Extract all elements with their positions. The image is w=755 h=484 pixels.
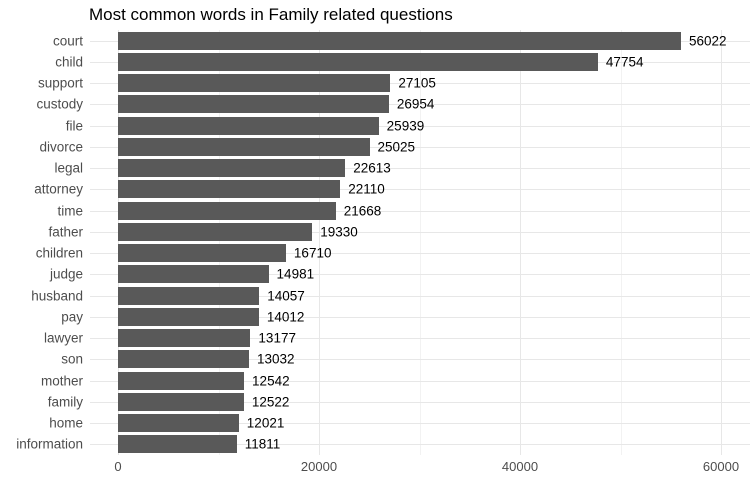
category-label-file: file [65,118,83,134]
gridline-y-pay [90,316,750,318]
value-label-judge: 14981 [276,266,315,282]
category-label-support: support [37,75,83,91]
gridline-y-divorce [90,146,750,148]
bar-home [118,414,239,433]
gridline-minor-x-30000 [419,30,421,455]
bar-family [118,392,244,411]
value-label-file: 25939 [386,118,425,134]
gridline-y-custody [90,104,750,106]
gridline-minor-x-10000 [218,30,220,455]
category-label-lawyer: lawyer [43,330,83,346]
category-label-judge: judge [49,266,83,282]
category-label-time: time [57,203,83,219]
bar-children [118,244,286,263]
gridline-y-father [90,231,750,233]
value-label-lawyer: 13177 [258,330,296,346]
bar-husband [118,286,260,305]
value-label-son: 13032 [256,351,295,367]
gridline-y-son [90,359,750,361]
gridline-y-home [90,423,750,425]
bar-pay [118,307,259,326]
value-label-legal: 22613 [353,160,391,176]
gridline-major-x-0 [118,30,119,455]
gridline-y-attorney [90,189,750,191]
bar-child [118,52,598,71]
value-label-divorce: 25025 [377,139,416,155]
category-label-mother: mother [40,373,83,389]
category-label-family: family [47,394,83,410]
category-label-legal: legal [54,160,83,176]
category-label-information: information [16,436,83,452]
category-label-custody: custody [36,96,83,112]
plot-panel: 56022 47754 27105 26954 25939 25025 22613 22110… [90,30,750,455]
category-label-attorney: attorney [34,181,83,197]
gridline-major-x-40000 [520,30,521,455]
bar-divorce [118,137,370,156]
bar-legal [118,159,346,178]
value-label-family: 12522 [251,394,290,410]
category-label-father: father [48,224,83,240]
x-tick-label-60000: 60000 [702,459,740,474]
gridline-y-information [90,444,750,446]
gridline-y-judge [90,274,750,276]
bar-time [118,201,336,220]
value-label-pay: 14012 [266,309,305,325]
category-label-husband: husband [31,288,83,304]
value-label-support: 27105 [398,75,436,91]
gridline-major-x-60000 [721,30,722,455]
value-label-father: 19330 [320,224,358,240]
value-label-attorney: 22110 [348,181,385,197]
category-label-children: children [35,245,83,261]
category-label-pay: pay [61,309,83,325]
value-label-court: 56022 [689,33,727,49]
bar-judge [118,265,269,284]
category-label-home: home [49,415,83,431]
bar-father [118,222,313,241]
gridline-minor-x-50000 [620,30,622,455]
value-label-husband: 14057 [267,288,305,304]
value-label-time: 21668 [343,203,382,219]
gridline-y-family [90,401,750,403]
category-label-divorce: divorce [39,139,83,155]
value-label-custody: 26954 [396,96,435,112]
gridline-y-children [90,253,750,255]
category-label-court: court [52,33,83,49]
gridline-y-time [90,210,750,212]
x-tick-label-0: 0 [114,459,122,474]
bar-mother [118,371,245,390]
gridline-y-mother [90,380,750,382]
value-label-children: 16710 [293,245,332,261]
gridline-y-husband [90,295,750,297]
gridline-y-file [90,125,750,127]
category-label-son: son [61,351,83,367]
gridline-y-legal [90,168,750,170]
value-label-mother: 12542 [252,373,290,389]
x-tick-label-20000: 20000 [300,459,338,474]
bar-information [118,435,237,454]
bar-custody [118,95,389,114]
value-label-information: 11811 [244,436,281,452]
bar-support [118,74,391,93]
bar-son [118,350,249,369]
gridline-y-lawyer [90,338,750,340]
gridline-y-support [90,83,750,85]
value-label-home: 12021 [246,415,285,431]
gridline-major-x-20000 [319,30,320,455]
chart-title: Most common words in Family related ques… [89,5,453,24]
value-label-child: 47754 [605,54,644,70]
bar-attorney [118,180,341,199]
category-label-child: child [55,54,83,70]
bar-file [118,116,379,135]
bar-lawyer [118,329,251,348]
bar-court [118,31,682,50]
x-tick-label-40000: 40000 [501,459,539,474]
